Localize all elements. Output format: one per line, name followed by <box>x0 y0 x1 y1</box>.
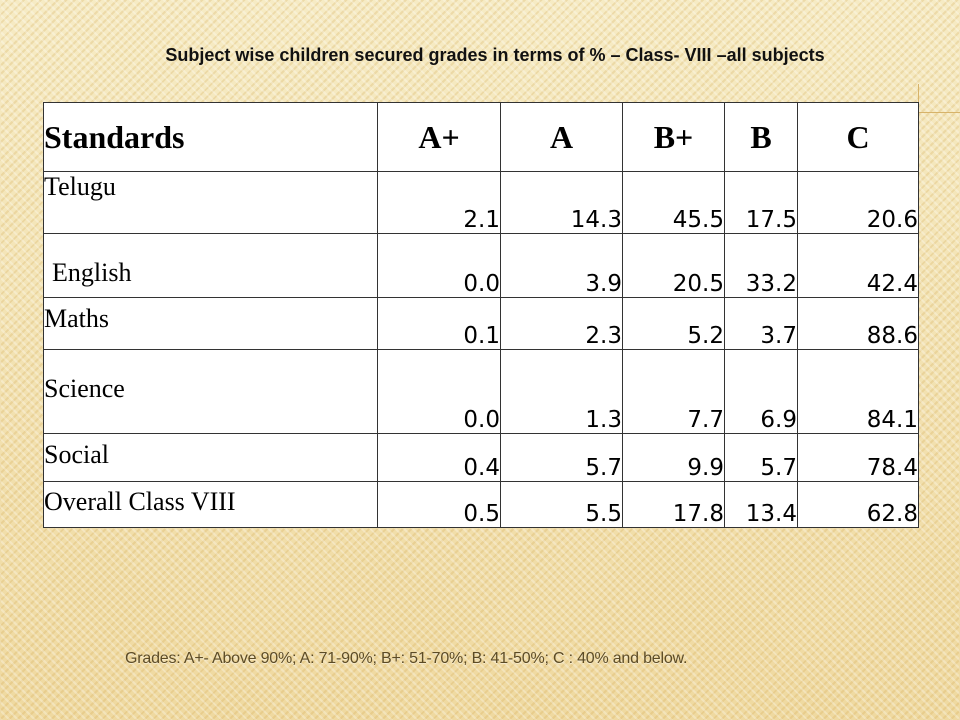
decorative-rule-horizontal <box>918 112 960 113</box>
cell-c: 88.6 <box>798 298 919 350</box>
cell-a-plus: 2.1 <box>378 172 501 234</box>
cell-b-plus: 45.5 <box>623 172 725 234</box>
cell-c: 42.4 <box>798 234 919 298</box>
cell-a-plus: 0.1 <box>378 298 501 350</box>
header-standards: Standards <box>44 103 378 172</box>
grades-footnote: Grades: A+- Above 90%; A: 71-90%; B+: 51… <box>125 650 925 668</box>
table-row-english: English 0.0 3.9 20.5 33.2 42.4 <box>44 234 919 298</box>
header-c: C <box>798 103 919 172</box>
cell-b: 13.4 <box>725 482 798 528</box>
cell-a: 5.7 <box>501 434 623 482</box>
cell-b: 17.5 <box>725 172 798 234</box>
cell-c: 84.1 <box>798 350 919 434</box>
cell-b-plus: 9.9 <box>623 434 725 482</box>
cell-a: 2.3 <box>501 298 623 350</box>
cell-b: 33.2 <box>725 234 798 298</box>
cell-a-plus: 0.4 <box>378 434 501 482</box>
grades-table-container: Standards A+ A B+ B C Telugu 2.1 14.3 45… <box>43 102 918 526</box>
row-label: English <box>44 234 378 298</box>
cell-a: 14.3 <box>501 172 623 234</box>
header-a: A <box>501 103 623 172</box>
header-b: B <box>725 103 798 172</box>
cell-c: 78.4 <box>798 434 919 482</box>
table-row-science: Science 0.0 1.3 7.7 6.9 84.1 <box>44 350 919 434</box>
row-label: Overall Class VIII <box>44 482 378 528</box>
cell-b: 3.7 <box>725 298 798 350</box>
table-row-overall: Overall Class VIII 0.5 5.5 17.8 13.4 62.… <box>44 482 919 528</box>
cell-b: 6.9 <box>725 350 798 434</box>
grades-table: Standards A+ A B+ B C Telugu 2.1 14.3 45… <box>43 102 919 528</box>
slide-title: Subject wise children secured grades in … <box>95 40 895 70</box>
cell-b: 5.7 <box>725 434 798 482</box>
cell-a-plus: 0.5 <box>378 482 501 528</box>
cell-b-plus: 17.8 <box>623 482 725 528</box>
row-label: Science <box>44 350 378 434</box>
cell-c: 20.6 <box>798 172 919 234</box>
cell-a: 1.3 <box>501 350 623 434</box>
cell-a-plus: 0.0 <box>378 234 501 298</box>
cell-c: 62.8 <box>798 482 919 528</box>
cell-b-plus: 20.5 <box>623 234 725 298</box>
cell-a: 3.9 <box>501 234 623 298</box>
header-b-plus: B+ <box>623 103 725 172</box>
table-row-maths: Maths 0.1 2.3 5.2 3.7 88.6 <box>44 298 919 350</box>
table-header-row: Standards A+ A B+ B C <box>44 103 919 172</box>
cell-b-plus: 7.7 <box>623 350 725 434</box>
table-row-telugu: Telugu 2.1 14.3 45.5 17.5 20.6 <box>44 172 919 234</box>
cell-b-plus: 5.2 <box>623 298 725 350</box>
row-label: Social <box>44 434 378 482</box>
row-label: Maths <box>44 298 378 350</box>
cell-a: 5.5 <box>501 482 623 528</box>
table-row-social: Social 0.4 5.7 9.9 5.7 78.4 <box>44 434 919 482</box>
header-a-plus: A+ <box>378 103 501 172</box>
row-label: Telugu <box>44 172 378 234</box>
cell-a-plus: 0.0 <box>378 350 501 434</box>
